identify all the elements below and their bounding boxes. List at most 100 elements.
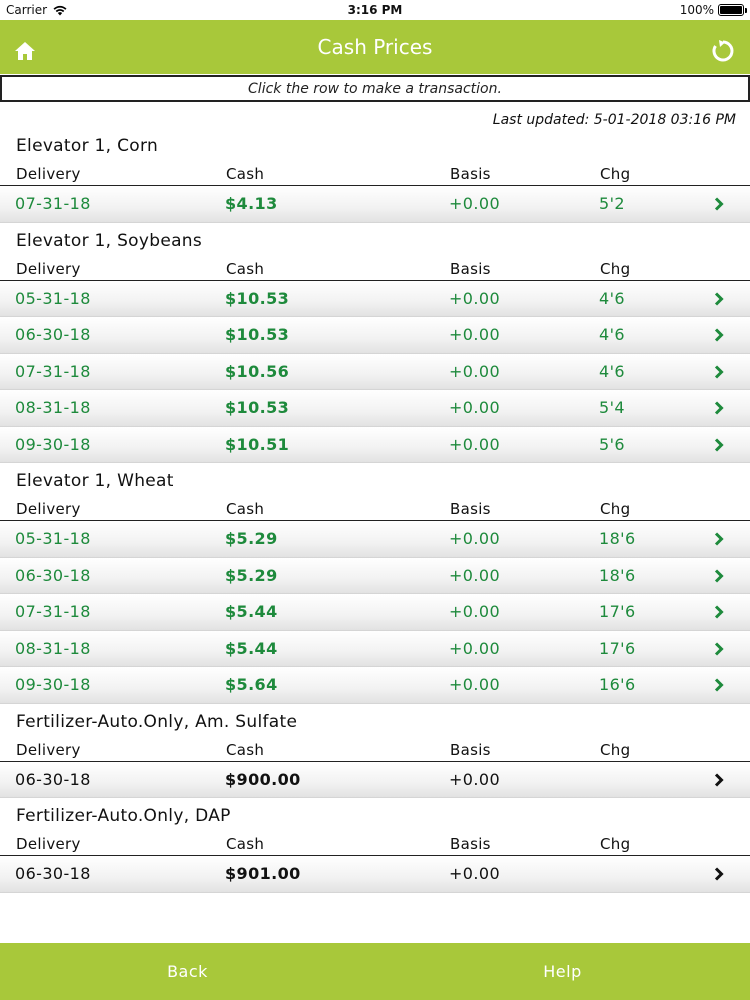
row-delivery: 07-31-18: [15, 602, 91, 622]
column-header-delivery: Delivery: [16, 259, 81, 278]
section-title: Fertilizer-Auto.Only, DAP: [16, 806, 231, 826]
row-cash: $5.29: [225, 565, 278, 585]
row-basis: +0.00: [449, 398, 501, 418]
row-delivery: 07-31-18: [15, 361, 91, 381]
column-header-row: Delivery Cash Basis Chg: [0, 164, 750, 186]
chevron-right-icon: [714, 437, 724, 452]
row-chg: 16'6: [599, 675, 636, 695]
status-right: 100%: [679, 3, 747, 17]
row-chg: 4'6: [599, 361, 625, 381]
row-basis: +0.00: [449, 675, 501, 695]
row-basis: +0.00: [449, 288, 501, 308]
battery-percent: 100%: [679, 3, 714, 17]
column-header-cash: Cash: [226, 259, 265, 278]
row-basis: +0.00: [449, 361, 501, 381]
chevron-right-icon: [714, 364, 724, 379]
chevron-right-icon: [714, 197, 724, 211]
column-header-chg: Chg: [600, 500, 631, 518]
price-row[interactable]: 06-30-18 $900.00 +0.00: [0, 761, 750, 798]
column-header-chg: Chg: [600, 835, 631, 853]
column-header-row: Delivery Cash Basis Chg: [0, 499, 750, 521]
price-row[interactable]: 06-30-18 $5.29 +0.00 18'6: [0, 557, 750, 594]
chevron-right-icon: [714, 641, 724, 656]
price-row[interactable]: 06-30-18 $10.53 +0.00 4'6: [0, 317, 750, 354]
column-header-chg: Chg: [600, 259, 631, 278]
row-chg: 5'6: [599, 434, 625, 454]
chevron-right-icon: [714, 532, 724, 546]
column-header-cash: Cash: [226, 740, 265, 759]
row-basis: +0.00: [449, 434, 501, 454]
row-chg: 18'6: [599, 565, 636, 585]
row-delivery: 06-30-18: [15, 769, 91, 789]
column-header-chg: Chg: [600, 165, 631, 183]
section-title: Elevator 1, Soybeans: [16, 230, 203, 251]
row-basis: +0.00: [449, 194, 501, 214]
wifi-icon: [53, 5, 67, 16]
row-cash: $5.64: [225, 675, 278, 695]
chevron-right-icon: [714, 328, 724, 342]
row-cash: $10.56: [225, 361, 290, 381]
column-header-basis: Basis: [450, 835, 491, 853]
row-chg: 5'2: [599, 194, 625, 214]
column-header-chg: Chg: [600, 740, 631, 759]
row-delivery: 06-30-18: [15, 565, 91, 585]
chevron-right-icon: [714, 772, 724, 787]
column-header-cash: Cash: [226, 165, 265, 183]
price-row[interactable]: 09-30-18 $10.51 +0.00 5'6: [0, 426, 750, 463]
row-delivery: 06-30-18: [15, 864, 91, 884]
row-chg: 5'4: [599, 398, 625, 418]
chevron-right-icon: [714, 605, 724, 619]
row-basis: +0.00: [449, 565, 501, 585]
column-header-basis: Basis: [450, 740, 491, 759]
row-delivery: 08-31-18: [15, 638, 91, 658]
row-delivery: 08-31-18: [15, 398, 91, 418]
price-row[interactable]: 05-31-18 $5.29 +0.00 18'6: [0, 521, 750, 558]
row-chg: 4'6: [599, 288, 625, 308]
battery-icon: [718, 4, 747, 16]
row-cash: $5.29: [225, 529, 278, 549]
row-basis: +0.00: [449, 638, 501, 658]
price-row[interactable]: 09-30-18 $5.64 +0.00 16'6: [0, 667, 750, 704]
price-row[interactable]: 06-30-18 $901.00 +0.00: [0, 856, 750, 893]
row-cash: $10.53: [225, 325, 290, 345]
row-cash: $5.44: [225, 602, 278, 622]
footer-bar: Back Help: [0, 943, 750, 1000]
price-row[interactable]: 05-31-18 $10.53 +0.00 4'6: [0, 280, 750, 317]
column-header-cash: Cash: [226, 500, 265, 518]
chevron-right-icon: [714, 568, 724, 583]
row-cash: $4.13: [225, 194, 278, 214]
home-icon[interactable]: [14, 40, 36, 62]
refresh-icon[interactable]: [710, 38, 736, 64]
carrier-label: Carrier: [6, 3, 48, 17]
row-delivery: 09-30-18: [15, 434, 91, 454]
row-basis: +0.00: [449, 602, 501, 622]
row-delivery: 09-30-18: [15, 675, 91, 695]
page-title: Cash Prices: [317, 35, 433, 59]
status-time: 3:16 PM: [347, 3, 403, 17]
price-row[interactable]: 08-31-18 $5.44 +0.00 17'6: [0, 630, 750, 667]
price-row[interactable]: 07-31-18 $5.44 +0.00 17'6: [0, 594, 750, 631]
help-button[interactable]: Help: [543, 962, 582, 981]
price-row[interactable]: 08-31-18 $10.53 +0.00 5'4: [0, 390, 750, 427]
section-title: Elevator 1, Corn: [16, 136, 159, 156]
price-row[interactable]: 07-31-18 $10.56 +0.00 4'6: [0, 353, 750, 390]
row-cash: $10.51: [225, 434, 290, 454]
row-basis: +0.00: [449, 864, 501, 884]
row-delivery: 07-31-18: [15, 194, 91, 214]
column-header-delivery: Delivery: [16, 835, 81, 853]
row-chg: 4'6: [599, 325, 625, 345]
back-button[interactable]: Back: [167, 962, 208, 981]
price-list: Elevator 1, Corn Delivery Cash Basis Chg 07-3…: [0, 128, 750, 893]
column-header-basis: Basis: [450, 259, 491, 278]
row-cash: $901.00: [225, 864, 301, 884]
row-delivery: 05-31-18: [15, 529, 91, 549]
row-delivery: 06-30-18: [15, 325, 91, 345]
row-basis: +0.00: [449, 325, 501, 345]
column-header-cash: Cash: [226, 835, 265, 853]
row-delivery: 05-31-18: [15, 288, 91, 308]
status-bar: Carrier 3:16 PM 100%: [0, 0, 750, 20]
price-row[interactable]: 07-31-18 $4.13 +0.00 5'2: [0, 186, 750, 223]
row-cash: $5.44: [225, 638, 278, 658]
status-left: Carrier: [6, 3, 68, 17]
column-header-row: Delivery Cash Basis Chg: [0, 834, 750, 856]
